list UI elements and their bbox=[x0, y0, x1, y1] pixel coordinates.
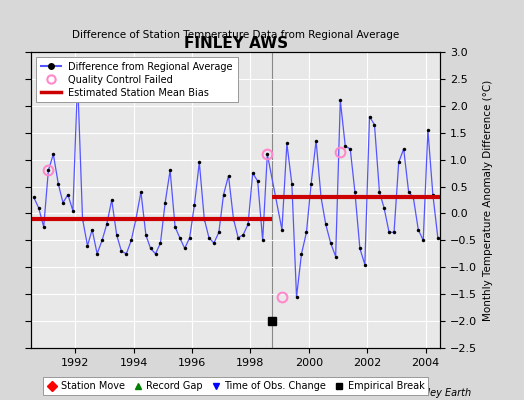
Legend: Station Move, Record Gap, Time of Obs. Change, Empirical Break: Station Move, Record Gap, Time of Obs. C… bbox=[43, 377, 428, 395]
Y-axis label: Monthly Temperature Anomaly Difference (°C): Monthly Temperature Anomaly Difference (… bbox=[483, 79, 493, 321]
Text: Difference of Station Temperature Data from Regional Average: Difference of Station Temperature Data f… bbox=[72, 30, 399, 40]
Text: Berkeley Earth: Berkeley Earth bbox=[399, 388, 472, 398]
Title: FINLEY AWS: FINLEY AWS bbox=[184, 36, 288, 51]
Legend: Difference from Regional Average, Quality Control Failed, Estimated Station Mean: Difference from Regional Average, Qualit… bbox=[36, 57, 238, 102]
